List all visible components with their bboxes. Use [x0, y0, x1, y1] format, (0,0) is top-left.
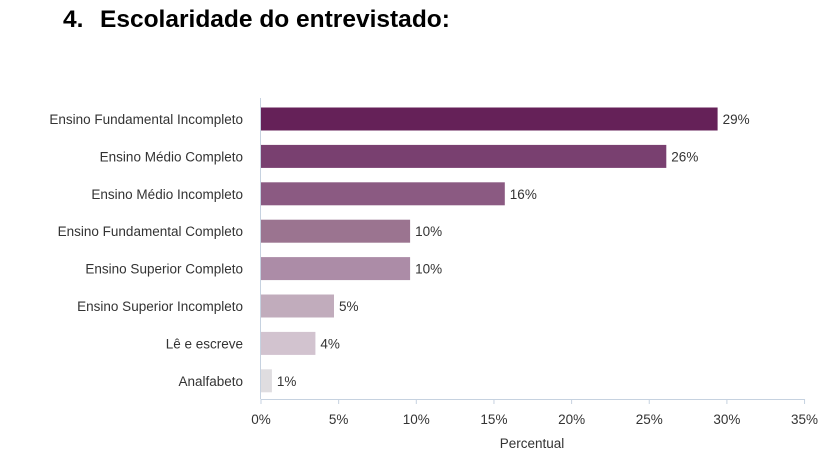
x-tick-label: 25% — [636, 412, 663, 427]
category-labels: Ensino Fundamental Incompleto Ensino Médi… — [49, 112, 243, 389]
bar — [261, 107, 718, 131]
x-tick-label: 30% — [713, 412, 740, 427]
page-title: 4. Escolaridade do entrevistado: — [63, 6, 450, 34]
category-label: Ensino Médio Incompleto — [91, 187, 243, 202]
category-label: Lê e escreve — [166, 336, 243, 351]
x-tick-label: 20% — [558, 412, 585, 427]
x-tick-label: 15% — [480, 412, 507, 427]
bar — [261, 219, 411, 243]
bar — [261, 144, 667, 168]
bar — [261, 331, 316, 355]
value-label: 26% — [671, 149, 698, 164]
value-label: 10% — [415, 262, 442, 277]
category-label: Analfabeto — [178, 374, 243, 389]
title-number: 4. — [63, 6, 84, 33]
bar — [261, 257, 411, 281]
bar — [261, 294, 334, 318]
value-label: 1% — [277, 374, 297, 389]
title-text: Escolaridade do entrevistado: — [100, 6, 450, 33]
x-tick-label: 35% — [791, 412, 818, 427]
value-label: 4% — [320, 336, 340, 351]
category-label: Ensino Fundamental Completo — [58, 224, 243, 239]
value-labels: 29% 26% 16% 10% 10% 5% 4% 1% — [277, 112, 750, 389]
bar — [261, 369, 272, 393]
value-label: 5% — [339, 299, 359, 314]
x-axis-ticks: 0% 5% 10% 15% 20% 25% 30% 35% — [251, 399, 818, 427]
category-label: Ensino Médio Completo — [100, 149, 243, 164]
value-label: 29% — [723, 112, 750, 127]
x-tick-label: 10% — [403, 412, 430, 427]
category-label: Ensino Fundamental Incompleto — [49, 112, 243, 127]
x-tick-label: 5% — [329, 412, 349, 427]
value-label: 16% — [510, 187, 537, 202]
axes — [260, 98, 805, 400]
category-label: Ensino Superior Incompleto — [77, 299, 243, 314]
value-label: 10% — [415, 224, 442, 239]
x-axis-title: Percentual — [500, 436, 565, 451]
x-tick-label: 0% — [251, 412, 271, 427]
bar — [261, 182, 505, 206]
bar-group — [261, 107, 718, 393]
category-label: Ensino Superior Completo — [85, 262, 243, 277]
